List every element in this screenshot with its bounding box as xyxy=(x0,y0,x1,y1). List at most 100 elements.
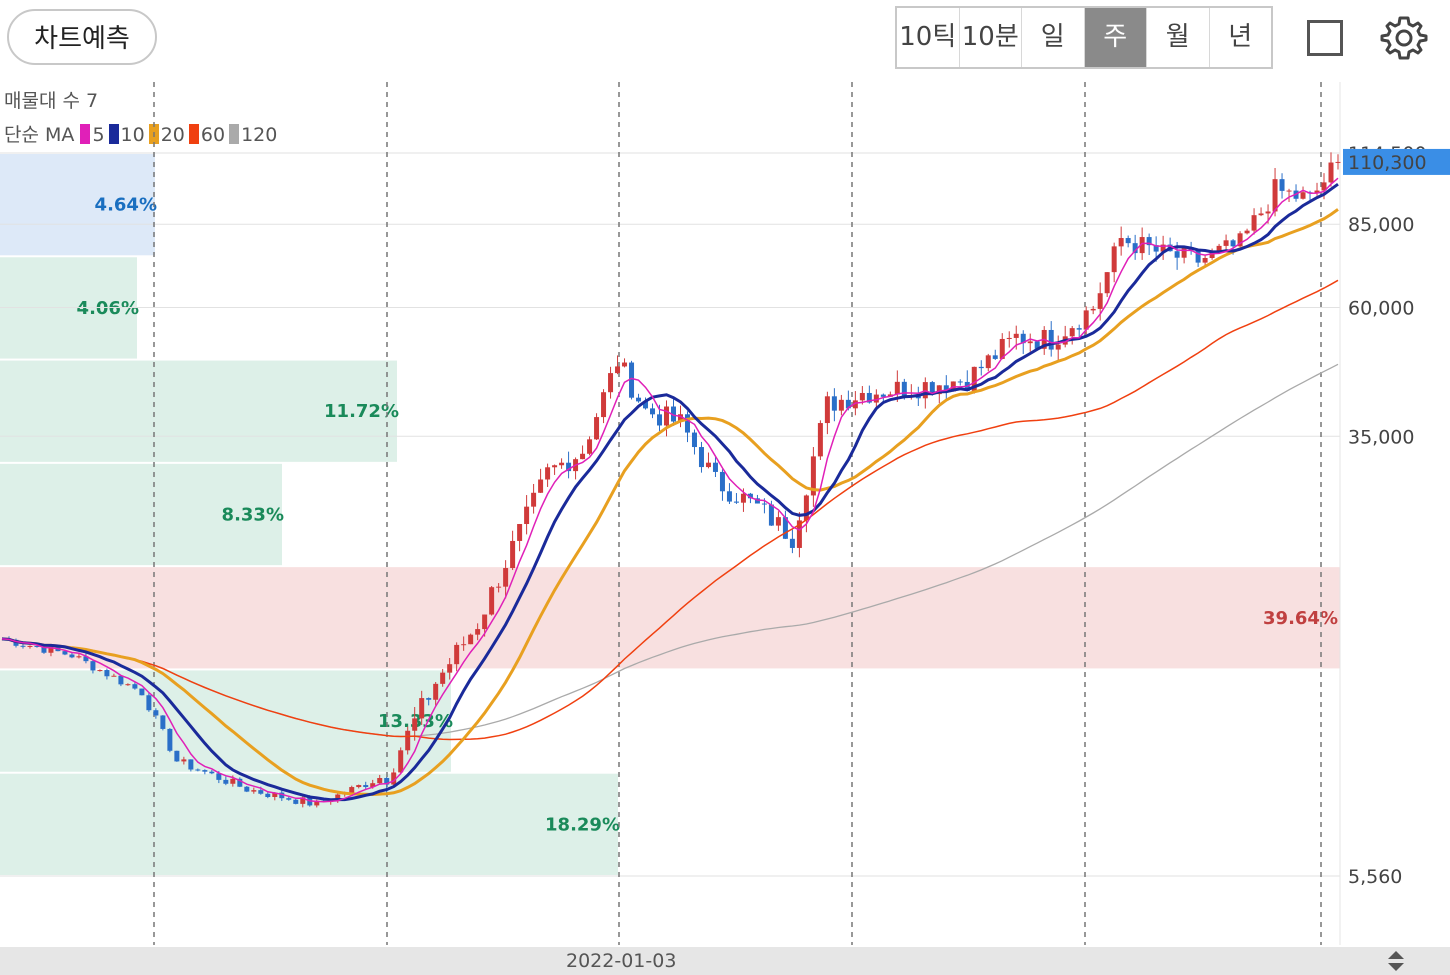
candle-body xyxy=(1216,245,1222,251)
candle-body xyxy=(482,614,488,630)
candle-body xyxy=(929,382,935,395)
y-axis-tick-label: 85,000 xyxy=(1348,214,1414,236)
candle-body xyxy=(34,645,40,647)
candle-body xyxy=(838,399,844,411)
candle-body xyxy=(293,799,299,804)
period-tab-1[interactable]: 10분 xyxy=(959,8,1022,67)
volume-profile-bar xyxy=(0,463,282,566)
candle-body xyxy=(160,715,166,729)
candle-body xyxy=(391,772,397,785)
candle-body xyxy=(629,362,635,398)
candle-body xyxy=(845,399,851,409)
candle-body xyxy=(377,778,383,784)
candle-body xyxy=(768,504,774,526)
candle-body xyxy=(272,792,278,798)
settings-gear-icon[interactable] xyxy=(1380,14,1428,62)
ma-swatch xyxy=(229,124,240,144)
candle-body xyxy=(580,453,586,460)
candle-body xyxy=(335,794,341,802)
candle-body xyxy=(314,800,320,806)
period-tab-3[interactable]: 주 xyxy=(1084,8,1147,67)
period-tab-5[interactable]: 년 xyxy=(1209,8,1271,67)
candle-body xyxy=(1104,272,1110,294)
candle-body xyxy=(1300,192,1306,199)
candle-body xyxy=(1013,333,1019,338)
moving-average-legend: 단순 MA 5 10 20 60 120 xyxy=(4,118,281,152)
candle-body xyxy=(664,406,670,426)
candle-body xyxy=(1202,257,1208,263)
volume-profile-percent: 8.33% xyxy=(222,505,284,526)
candle-body xyxy=(1237,233,1243,247)
candle-body xyxy=(866,392,872,403)
candle-body xyxy=(587,439,593,454)
candle-body xyxy=(859,392,865,401)
candle-body xyxy=(244,786,250,792)
scroll-updown-icon[interactable] xyxy=(1384,949,1408,973)
candle-body xyxy=(803,495,809,521)
candle-body xyxy=(524,506,530,525)
candle-body xyxy=(1328,162,1334,183)
candle-body xyxy=(789,538,795,548)
price-chart[interactable]: 4.64%4.06%11.72%8.33%39.64%13.33%18.29%1… xyxy=(0,80,1450,947)
candle-body xyxy=(615,366,621,374)
period-tab-2[interactable]: 일 xyxy=(1022,8,1085,67)
candle-body xyxy=(1034,341,1040,349)
candle-body xyxy=(258,790,264,794)
candle-body xyxy=(118,675,124,685)
candle-body xyxy=(810,456,816,496)
volume-profile-percent: 11.72% xyxy=(324,401,399,422)
ma-line-5 xyxy=(1,177,1339,803)
volume-profile-percent: 4.64% xyxy=(95,195,157,216)
candle-body xyxy=(978,366,984,369)
candle-body xyxy=(1083,310,1089,330)
volume-profile-bar xyxy=(0,154,155,256)
candle-body xyxy=(300,797,306,804)
candle-body xyxy=(1181,247,1187,258)
candle-body xyxy=(1251,215,1257,231)
candle-body xyxy=(775,517,781,526)
candle-body xyxy=(1118,238,1124,247)
candle-body xyxy=(594,417,600,440)
candle-body xyxy=(475,629,481,635)
candle-body xyxy=(496,586,502,588)
candle-body xyxy=(1048,329,1054,350)
candle-body xyxy=(1335,161,1341,163)
candle-body xyxy=(139,688,145,696)
candle-body xyxy=(237,778,243,787)
candle-body xyxy=(398,750,404,773)
candle-body xyxy=(796,520,802,548)
candle-body xyxy=(223,779,229,784)
candle-body xyxy=(230,778,236,784)
period-tab-0[interactable]: 10틱 xyxy=(897,8,960,67)
ma-period-label: 60 xyxy=(200,124,226,146)
candle-body xyxy=(831,396,837,411)
candle-body xyxy=(943,385,949,392)
candle-body xyxy=(733,501,739,503)
candle-body xyxy=(1020,333,1026,344)
candle-body xyxy=(384,778,390,785)
candle-body xyxy=(936,385,942,395)
date-axis-bar: 2022-01-03 xyxy=(0,947,1450,975)
candle-body xyxy=(419,698,425,719)
fullscreen-square-icon[interactable] xyxy=(1307,20,1343,56)
candle-body xyxy=(167,728,173,751)
volume-profile-bar xyxy=(0,360,397,462)
candle-body xyxy=(433,683,439,700)
ma-legend-item-120: 120 xyxy=(229,118,277,152)
candle-body xyxy=(503,568,509,587)
ma-prefix-label: 단순 MA xyxy=(4,124,75,146)
volume-profile-bar xyxy=(0,773,618,875)
candle-body xyxy=(1097,293,1103,309)
period-tab-4[interactable]: 월 xyxy=(1147,8,1210,67)
candle-body xyxy=(657,414,663,426)
candle-body xyxy=(971,366,977,391)
candle-body xyxy=(153,710,159,716)
candle-body xyxy=(754,498,760,504)
y-axis-tick-label: 5,560 xyxy=(1348,866,1402,888)
candle-body xyxy=(531,492,537,507)
candle-body xyxy=(880,394,886,397)
candle-body xyxy=(69,654,75,658)
candle-body xyxy=(636,397,642,402)
candle-body xyxy=(251,790,257,792)
chart-predict-button[interactable]: 차트예측 xyxy=(7,9,157,65)
